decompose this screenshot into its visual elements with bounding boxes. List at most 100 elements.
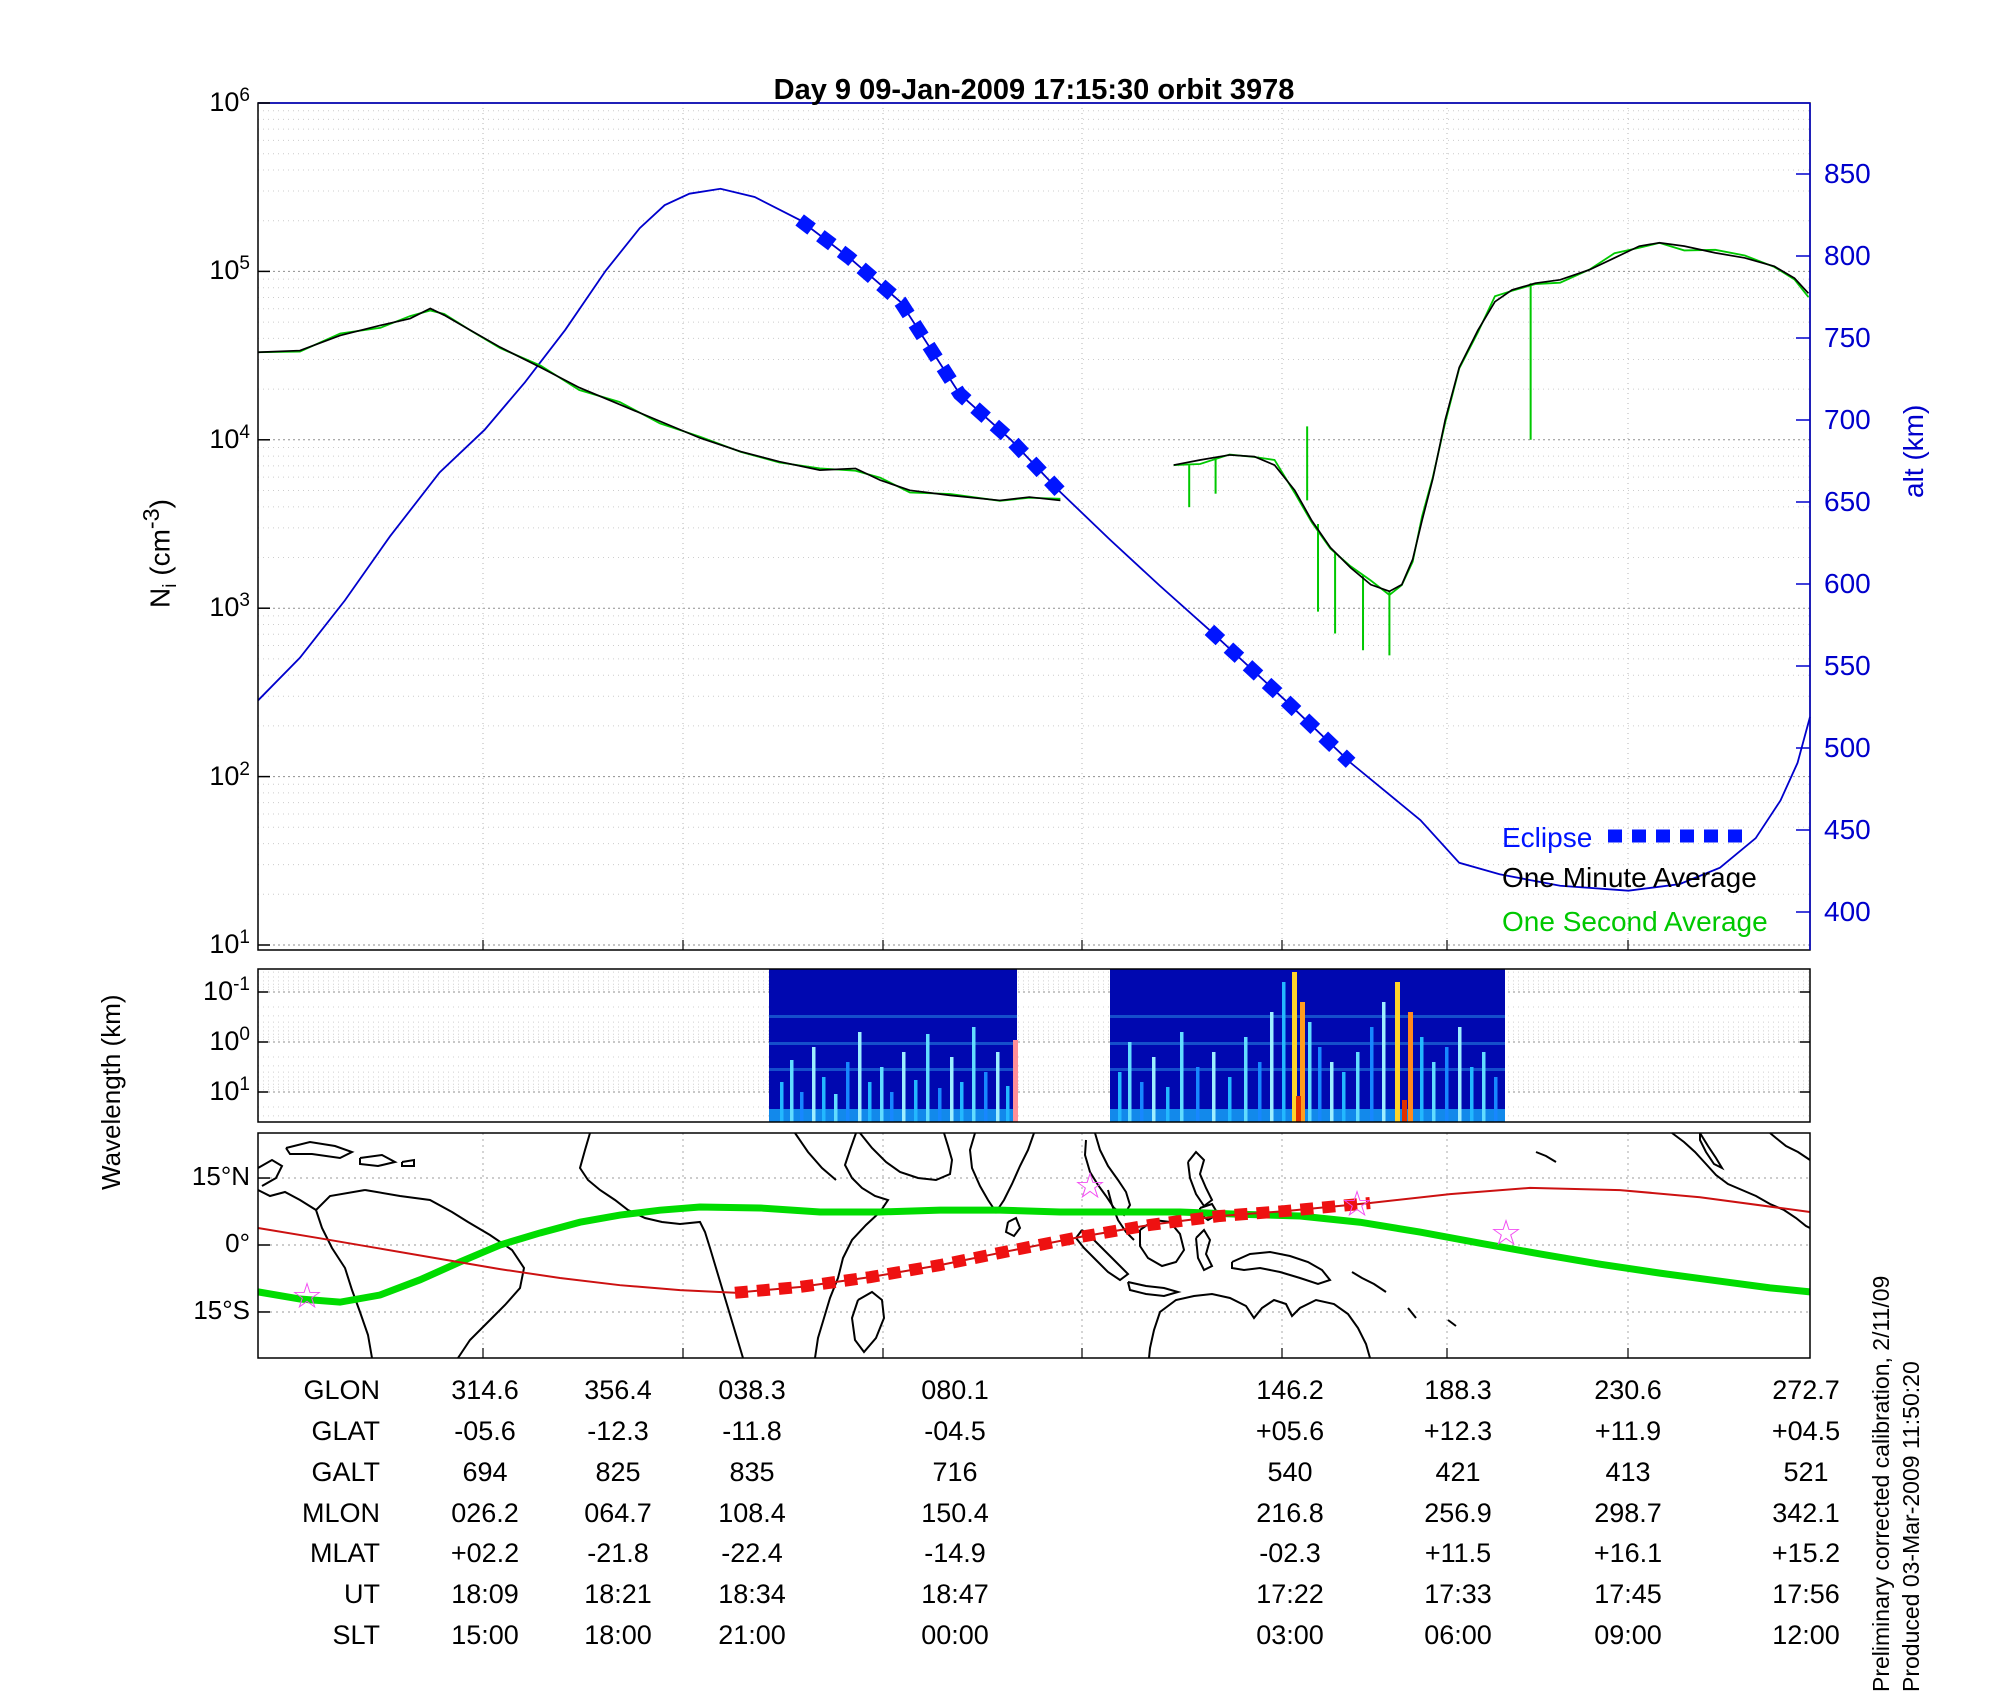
spec-streak bbox=[1152, 1057, 1156, 1122]
spec-band bbox=[769, 1015, 1017, 1018]
density-panel-bg bbox=[258, 103, 1810, 950]
spec-streak bbox=[1244, 1037, 1248, 1122]
spec-streak bbox=[846, 1062, 850, 1122]
coastline bbox=[359, 1153, 398, 1168]
table-cell-mlat-5: -02.3 bbox=[1259, 1538, 1321, 1568]
table-cell-galt-5: 540 bbox=[1267, 1457, 1313, 1487]
table-cell-mlat-1: +02.2 bbox=[450, 1538, 520, 1568]
spec-streak bbox=[790, 1060, 794, 1122]
density-axis-label-unit: (cm bbox=[144, 529, 176, 584]
table-cell-glon-5: 146.2 bbox=[1256, 1375, 1324, 1405]
legend-label-2: One Minute Average bbox=[1502, 862, 1757, 893]
coastline bbox=[1127, 1281, 1182, 1298]
table-cell-galt-6: 421 bbox=[1435, 1457, 1481, 1487]
altitude-tick-label: 650 bbox=[1824, 486, 1871, 517]
table-cell-galt-8: 521 bbox=[1783, 1457, 1829, 1487]
table-cell-slt-2: 18:00 bbox=[584, 1620, 652, 1650]
coastline bbox=[1148, 1292, 1371, 1359]
spectrogram-border bbox=[257, 968, 1811, 1123]
spec-streak bbox=[1482, 1052, 1486, 1122]
table-cell-glat-7: +11.9 bbox=[1594, 1416, 1662, 1446]
spec-streak bbox=[1370, 1027, 1374, 1122]
table-cell-glon-2: 356.4 bbox=[584, 1375, 652, 1405]
table-cell-mlon-1: 026.2 bbox=[451, 1498, 519, 1528]
table-cell-ut-8: 17:56 bbox=[1772, 1579, 1840, 1609]
density-tick-label: 104 bbox=[209, 421, 250, 454]
altitude-tick-label: 600 bbox=[1824, 568, 1871, 599]
density-axis-label-sub: i bbox=[159, 583, 181, 588]
table-cell-galt-1: 694 bbox=[462, 1457, 508, 1487]
map-lat-label: 0° bbox=[225, 1228, 250, 1258]
table-cell-slt-8: 12:00 bbox=[1772, 1620, 1840, 1650]
altitude-tick-label: 400 bbox=[1824, 896, 1871, 927]
coastline bbox=[314, 1189, 373, 1359]
table-cell-ut-3: 18:34 bbox=[718, 1579, 786, 1609]
altitude-tick-label: 550 bbox=[1824, 650, 1871, 681]
table-row-label-mlon: MLON bbox=[301, 1498, 380, 1528]
spec-streak bbox=[1212, 1052, 1216, 1122]
table-cell-ut-1: 18:09 bbox=[451, 1579, 519, 1609]
spec-streak bbox=[1166, 1087, 1170, 1122]
legend-label-3: One Second Average bbox=[1502, 906, 1768, 937]
wavelength-tick-label: 10-1 bbox=[203, 974, 250, 1006]
table-cell-mlon-2: 064.7 bbox=[584, 1498, 652, 1528]
coastline bbox=[1535, 1151, 1557, 1163]
spec-streak bbox=[1282, 982, 1286, 1122]
spec-streak bbox=[950, 1057, 954, 1122]
table-cell-glat-8: +04.5 bbox=[1771, 1416, 1841, 1446]
coastline bbox=[1139, 1218, 1186, 1268]
table-cell-ut-6: 17:33 bbox=[1424, 1579, 1492, 1609]
table-cell-slt-1: 15:00 bbox=[451, 1620, 519, 1650]
spec-streak bbox=[880, 1067, 884, 1122]
table-cell-mlon-6: 256.9 bbox=[1424, 1498, 1492, 1528]
spec-streak bbox=[780, 1082, 784, 1122]
table-cell-mlon-3: 108.4 bbox=[718, 1498, 786, 1528]
coastline bbox=[1699, 1132, 1725, 1171]
altitude-tick-label: 500 bbox=[1824, 732, 1871, 763]
table-row-label-glon: GLON bbox=[303, 1375, 380, 1405]
table-cell-mlon-4: 150.4 bbox=[921, 1498, 989, 1528]
star-marker: ☆ bbox=[291, 1276, 323, 1317]
spec-streak bbox=[1356, 1052, 1360, 1122]
eclipse-overlay bbox=[795, 214, 1066, 497]
spec-streak bbox=[1458, 1027, 1462, 1122]
table-cell-slt-3: 21:00 bbox=[718, 1620, 786, 1650]
table-cell-mlon-5: 216.8 bbox=[1256, 1498, 1324, 1528]
spec-streak bbox=[800, 1092, 804, 1122]
table-cell-glon-3: 038.3 bbox=[718, 1375, 786, 1405]
spec-streak bbox=[1270, 1012, 1274, 1122]
table-cell-mlat-2: -21.8 bbox=[587, 1538, 649, 1568]
spec-streak bbox=[1006, 1086, 1010, 1122]
table-cell-glat-2: -12.3 bbox=[587, 1416, 649, 1446]
table-cell-glon-4: 080.1 bbox=[921, 1375, 989, 1405]
spec-streak bbox=[822, 1077, 826, 1122]
altitude-tick-label: 700 bbox=[1824, 404, 1871, 435]
footer-note-produced: Produced 03-Mar-2009 11:50:20 bbox=[1898, 1361, 1924, 1692]
table-cell-glat-6: +12.3 bbox=[1423, 1416, 1493, 1446]
density-axis-label-close: ) bbox=[144, 499, 176, 509]
coastline bbox=[1407, 1307, 1417, 1319]
spec-streak bbox=[812, 1047, 816, 1122]
coastline bbox=[859, 1132, 954, 1182]
spec-streak bbox=[1196, 1067, 1200, 1122]
coastline bbox=[850, 1290, 886, 1354]
table-cell-ut-5: 17:22 bbox=[1256, 1579, 1324, 1609]
legend-label-1: Eclipse bbox=[1502, 822, 1593, 853]
map-eclipse-overlay bbox=[734, 1197, 1371, 1299]
spec-streak bbox=[984, 1072, 988, 1122]
coastline bbox=[1671, 1132, 1811, 1229]
table-row-label-ut: UT bbox=[344, 1579, 380, 1609]
spec-streak bbox=[1330, 1062, 1334, 1122]
density-tick-label: 103 bbox=[209, 590, 250, 623]
coastline bbox=[1195, 1228, 1214, 1272]
spec-warm-streak bbox=[1408, 1012, 1413, 1122]
table-cell-mlat-4: -14.9 bbox=[924, 1538, 986, 1568]
map-lat-label: 15°N bbox=[191, 1161, 250, 1192]
spec-warm-streak bbox=[1013, 1040, 1018, 1122]
spec-streak bbox=[1382, 1002, 1386, 1122]
table-cell-galt-4: 716 bbox=[932, 1457, 978, 1487]
table-cell-slt-6: 06:00 bbox=[1424, 1620, 1492, 1650]
table-cell-mlat-3: -22.4 bbox=[721, 1538, 783, 1568]
